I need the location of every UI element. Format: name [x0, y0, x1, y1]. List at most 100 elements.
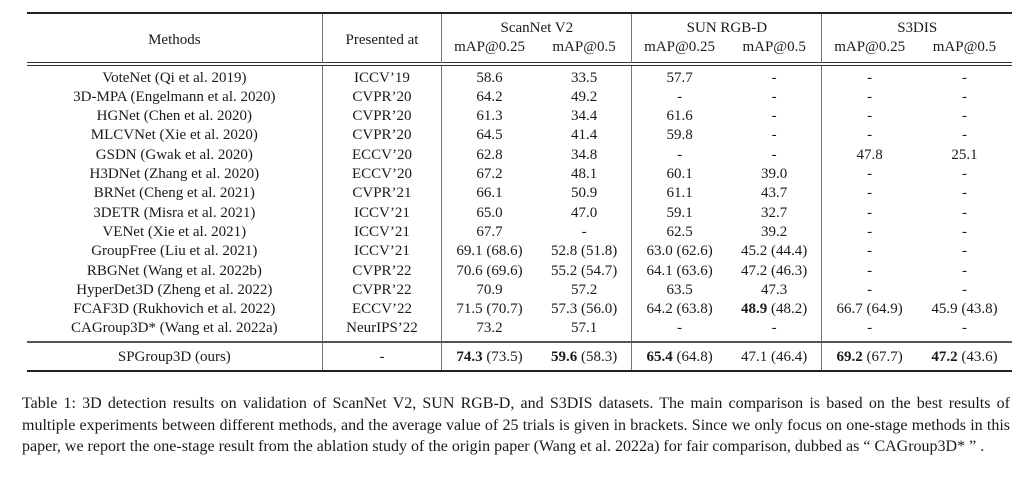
header-presented-at: Presented at [321, 13, 442, 63]
value-cell: - [821, 126, 917, 146]
table-row: 3DETR (Misra et al. 2021) ICCV’21 65.0 47.0… [27, 203, 1012, 223]
value-main: 62.5 [666, 223, 693, 240]
value-cell: 69.1 (68.6) [441, 242, 537, 262]
value-best: 47.2 [931, 348, 958, 365]
value-main: 41.4 [570, 127, 598, 144]
value-cell: - [917, 107, 1012, 126]
value-cell: 74.3 (73.5) [441, 340, 537, 373]
value-main: - [867, 223, 873, 240]
value-main: - [677, 146, 683, 163]
venue-cell: CVPR’22 [321, 280, 442, 301]
value-average: (64.8) [672, 348, 713, 365]
value-cell: 59.6 (58.3) [536, 340, 632, 373]
method-cell: 3DETR (Misra et al. 2021) [93, 204, 256, 221]
value-cell: 48.1 [537, 165, 632, 184]
value-main: - [961, 281, 967, 298]
value-cell: 41.4 [537, 126, 632, 145]
value-cell: 66.1 [441, 184, 537, 204]
value-cell: 64.2 (63.8) [631, 300, 727, 320]
value-average: (46.4) [767, 348, 808, 365]
value-main: 70.6 [456, 262, 483, 279]
value-cell: 48.9 (48.2) [727, 300, 822, 319]
value-main: 39.0 [761, 166, 788, 183]
value-best: 69.2 [836, 348, 863, 365]
value-cell: - [727, 88, 822, 107]
method-cell: BRNet (Cheng et al. 2021) [93, 185, 255, 202]
value-cell: - [821, 184, 917, 204]
header-metric: mAP@0.25 [821, 38, 917, 63]
value-cell: 59.8 [631, 126, 727, 146]
value-cell: 47.8 [821, 145, 917, 166]
value-cell: 39.2 [727, 223, 822, 242]
value-main: 64.2 [646, 301, 673, 318]
value-main: 64.1 [646, 262, 673, 279]
table-row: GSDN (Gwak et al. 2020) ECCV’20 62.8 34.8 - -… [27, 145, 1012, 166]
value-cell: - [917, 88, 1012, 107]
value-average: (43.8) [957, 301, 998, 318]
value-cell: - [727, 146, 822, 165]
value-cell: 25.1 [917, 146, 1012, 165]
value-average: (63.8) [672, 301, 713, 318]
value-cell: - [821, 222, 917, 243]
value-main: 47.2 [741, 262, 768, 279]
value-main: 49.2 [570, 88, 598, 105]
value-cell: 57.3 (56.0) [537, 300, 632, 319]
table-row: 3D-MPA (Engelmann et al. 2020) CVPR’20 64.… [27, 87, 1012, 108]
value-main: 73.2 [476, 320, 503, 337]
value-main: 66.7 [836, 301, 863, 318]
results-table-container: Methods Presented at ScanNet V2 SUN RGB-… [27, 12, 1012, 373]
table-row: VoteNet (Qi et al. 2019) ICCV’19 58.6 33.5 5… [27, 65, 1012, 88]
value-main: 45.9 [931, 301, 958, 318]
value-cell: - [727, 126, 822, 145]
value-cell: 57.1 [537, 319, 632, 341]
method-cell: CAGroup3D* (Wang et al. 2022a) [70, 320, 278, 337]
value-cell: 47.2 (43.6) [916, 340, 1012, 373]
value-average: (69.6) [482, 262, 523, 279]
value-cell: 69.2 (67.7) [821, 340, 917, 373]
value-main: 61.3 [476, 108, 503, 125]
value-main: - [867, 108, 873, 125]
value-cell: - [631, 87, 727, 108]
method-cell: GroupFree (Liu et al. 2021) [91, 243, 258, 260]
value-average: (73.5) [482, 348, 523, 365]
method-cell: RBGNet (Wang et al. 2022b) [86, 262, 262, 279]
value-main: - [677, 88, 683, 105]
value-average: (48.2) [767, 301, 808, 318]
table-row: CAGroup3D* (Wang et al. 2022a) NeurIPS’22… [27, 319, 1012, 342]
value-main: - [961, 108, 967, 125]
venue-cell: CVPR’20 [321, 87, 442, 108]
venue-cell: CVPR’20 [321, 107, 442, 127]
value-main: 62.8 [476, 146, 503, 163]
value-average: (51.8) [577, 243, 618, 260]
value-cell: 64.2 [441, 87, 537, 108]
value-main: - [867, 69, 873, 86]
value-main: - [867, 204, 873, 221]
value-cell: 73.2 [441, 319, 537, 342]
value-cell: 65.4 (64.8) [631, 340, 727, 373]
value-main: 34.4 [570, 108, 598, 125]
value-cell: - [917, 262, 1012, 281]
method-cell: GSDN (Gwak et al. 2020) [95, 146, 253, 163]
value-main: - [961, 127, 967, 144]
value-cell: 70.9 [441, 280, 537, 301]
value-main: 63.0 [646, 243, 673, 260]
value-cell: 55.2 (54.7) [537, 262, 632, 281]
method-cell: MLCVNet (Xie et al. 2020) [90, 127, 258, 144]
value-cell: - [631, 319, 727, 342]
method-cell: VENet (Xie et al. 2021) [102, 223, 247, 240]
value-cell: 65.0 [441, 203, 537, 223]
value-main: 64.5 [476, 127, 503, 144]
value-cell: - [917, 165, 1012, 184]
value-main: 63.5 [666, 281, 693, 298]
value-main: - [867, 88, 873, 105]
value-main: 61.1 [666, 185, 693, 202]
venue-cell: ICCV’21 [321, 203, 442, 223]
header-group-scannet: ScanNet V2 [441, 13, 632, 39]
header-metric: mAP@0.5 [552, 39, 616, 56]
method-cell: 3D-MPA (Engelmann et al. 2020) [73, 88, 276, 105]
value-cell: - [631, 145, 727, 166]
value-cell: - [821, 242, 917, 262]
value-cell: 67.2 [441, 165, 537, 185]
value-cell: 61.6 [631, 107, 727, 127]
header-group-sunrgbd: SUN RGB-D [631, 13, 822, 39]
